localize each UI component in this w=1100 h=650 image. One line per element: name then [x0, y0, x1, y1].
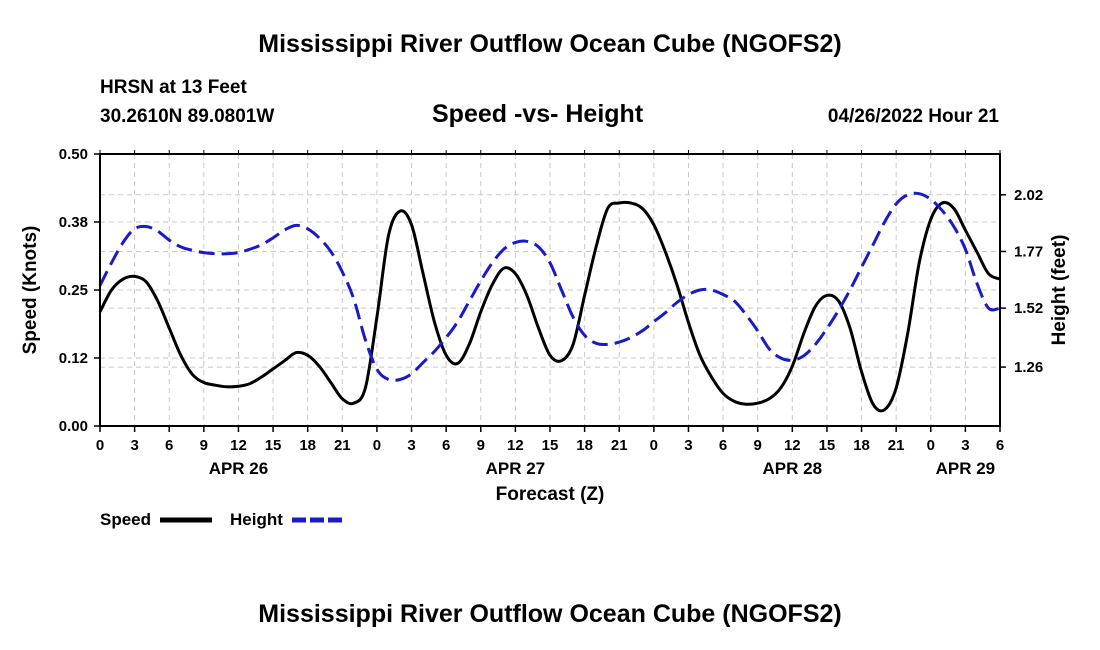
- footer-title: Mississippi River Outflow Ocean Cube (NG…: [258, 600, 842, 628]
- x-tick-label: 21: [611, 437, 628, 454]
- y2-tick-label: 1.77: [1014, 243, 1043, 260]
- y2-tick-label: 1.26: [1014, 359, 1043, 376]
- y-tick-label: 0.12: [59, 350, 88, 367]
- x-tick-label: 3: [130, 437, 138, 454]
- x-tick-label: 18: [576, 437, 593, 454]
- y-axis-label: Speed (Knots): [20, 226, 41, 355]
- y-tick-label: 0.38: [59, 214, 88, 231]
- x-tick-label: 12: [507, 437, 524, 454]
- x-tick-label: 0: [96, 437, 104, 454]
- date-label: APR 28: [763, 459, 823, 478]
- date-label: APR 27: [486, 459, 546, 478]
- axes: 0 3 6 9 12 15 18 21 0 3 6 9 12 15 18 21 0 3 6 9 12 15 18 21 0 3 6A…: [59, 146, 1043, 478]
- x-tick-label: 6: [442, 437, 450, 454]
- x-tick-label: 9: [754, 437, 762, 454]
- y2-tick-label: 1.52: [1014, 300, 1043, 317]
- coordinates-label: 30.2610N 89.0801W: [100, 106, 275, 127]
- y2-axis-label: Height (feet): [1049, 235, 1070, 346]
- chart-title: Mississippi River Outflow Ocean Cube (NG…: [258, 30, 842, 58]
- x-tick-label: 15: [819, 437, 836, 454]
- x-tick-label: 15: [542, 437, 559, 454]
- y-tick-label: 0.00: [59, 418, 88, 435]
- x-tick-label: 18: [299, 437, 316, 454]
- x-tick-label: 6: [165, 437, 173, 454]
- series-line-speed: [98, 200, 1001, 413]
- x-tick-label: 6: [719, 437, 727, 454]
- x-axis-label: Forecast (Z): [496, 484, 605, 505]
- x-tick-label: 12: [784, 437, 801, 454]
- x-tick-label: 6: [996, 437, 1004, 454]
- x-tick-label: 9: [200, 437, 208, 454]
- y-tick-label: 0.25: [59, 282, 88, 299]
- x-tick-label: 0: [373, 437, 381, 454]
- x-tick-label: 21: [334, 437, 351, 454]
- y2-tick-label: 2.02: [1014, 187, 1043, 204]
- x-tick-label: 0: [650, 437, 658, 454]
- x-tick-label: 3: [684, 437, 692, 454]
- date-label: APR 26: [209, 459, 269, 478]
- series-line-height: [98, 191, 1001, 383]
- legend: Speed Height: [100, 510, 344, 529]
- x-tick-label: 15: [265, 437, 282, 454]
- x-tick-label: 18: [853, 437, 870, 454]
- x-tick-label: 3: [407, 437, 415, 454]
- forecast-date-label: 04/26/2022 Hour 21: [827, 106, 999, 127]
- chart-subtitle: Speed -vs- Height: [432, 100, 644, 128]
- series-layer: [98, 191, 1001, 413]
- x-tick-label: 3: [961, 437, 969, 454]
- station-label: HRSN at 13 Feet: [100, 77, 247, 98]
- x-tick-label: 0: [927, 437, 935, 454]
- x-tick-label: 12: [230, 437, 247, 454]
- date-label: APR 29: [936, 459, 996, 478]
- x-tick-label: 21: [888, 437, 905, 454]
- x-tick-label: 9: [477, 437, 485, 454]
- legend-speed-label: Speed: [100, 510, 151, 529]
- legend-height-label: Height: [230, 510, 283, 529]
- y-tick-label: 0.50: [59, 146, 88, 163]
